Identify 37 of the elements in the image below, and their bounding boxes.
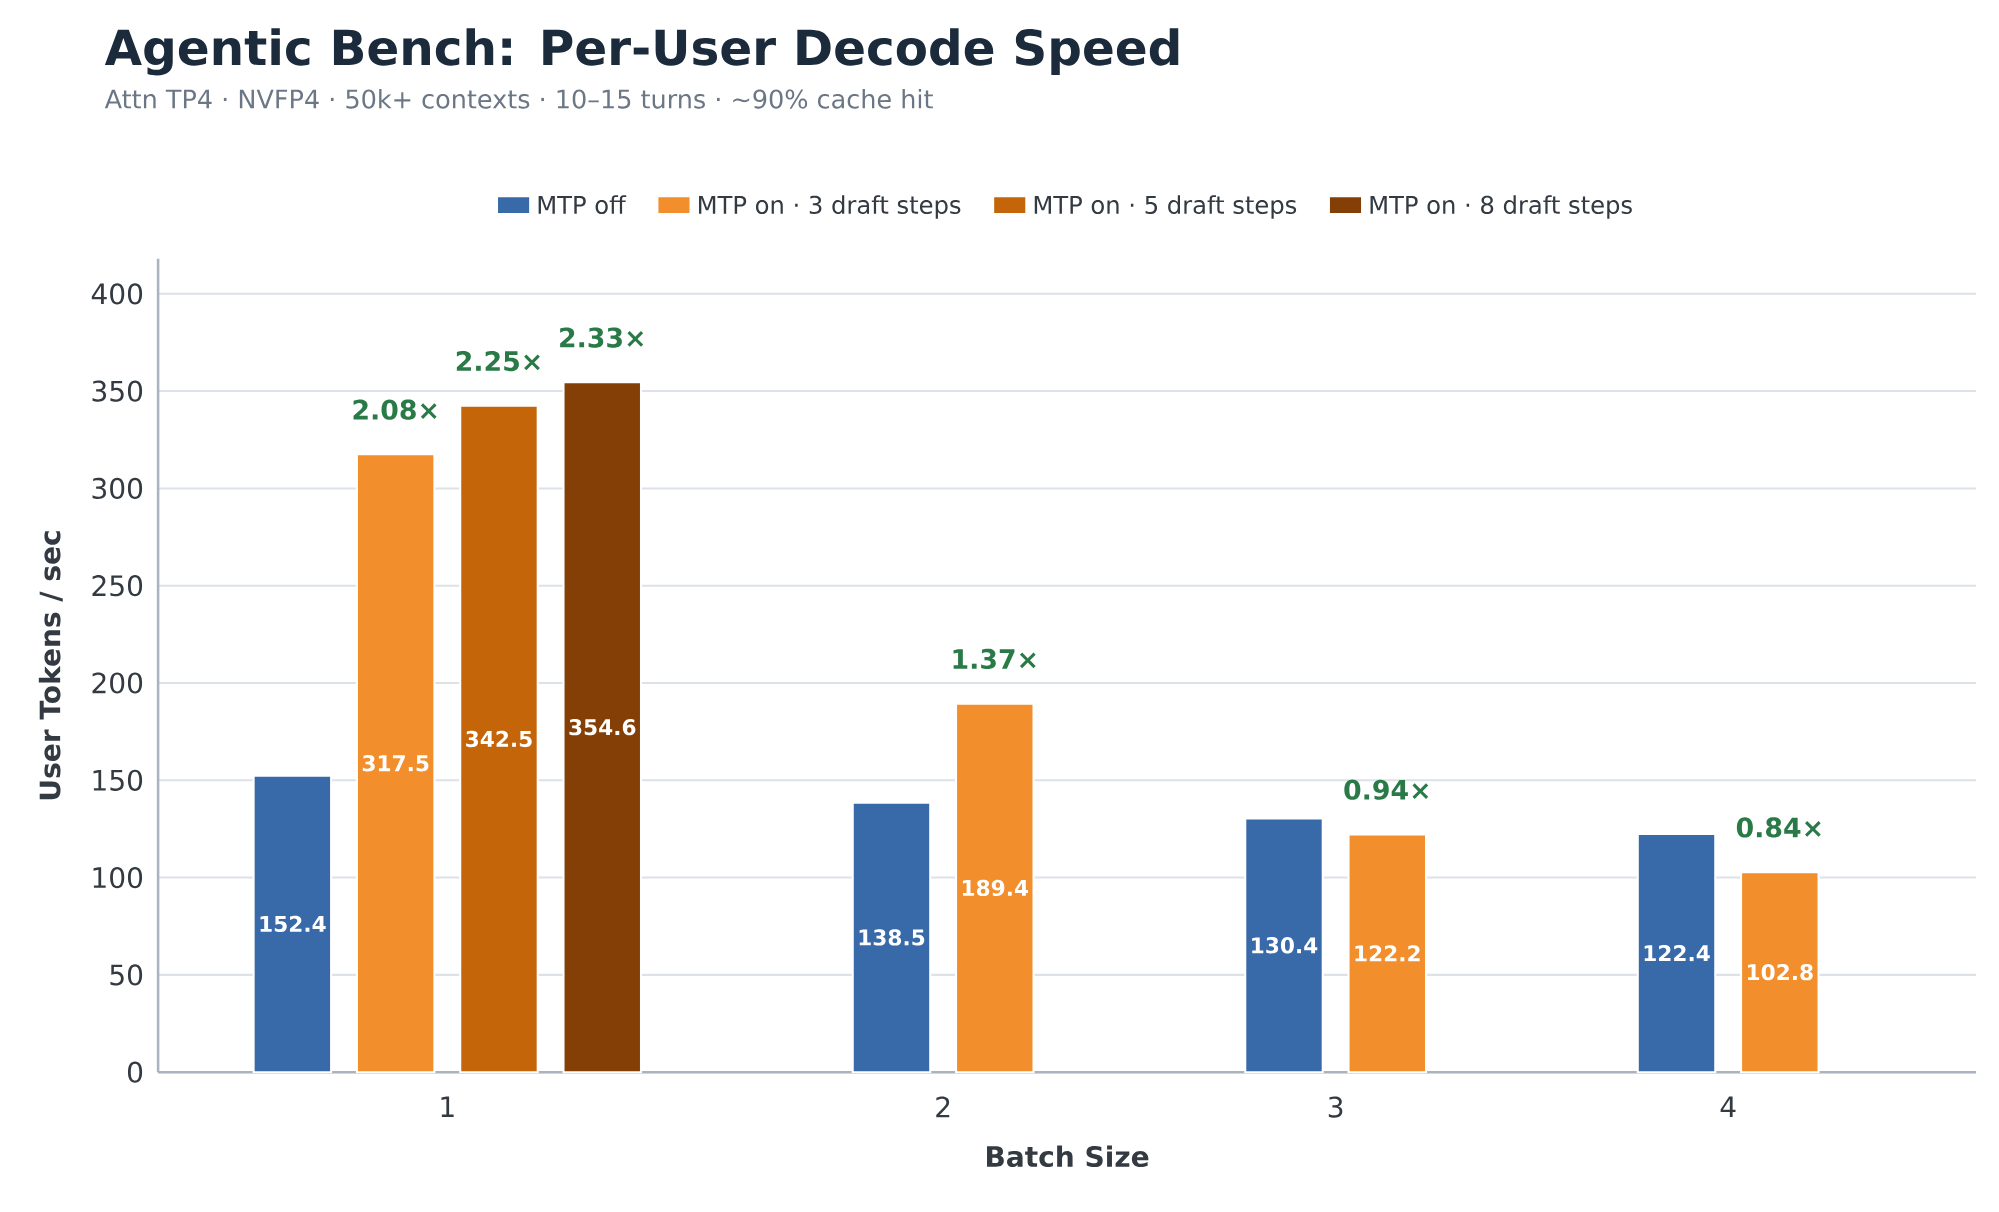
data-label: 102.8 — [1747, 963, 1813, 981]
annotation: 0.94× — [1344, 779, 1429, 800]
data-label: 138.5 — [859, 929, 925, 946]
y-tick-label: 350 — [92, 380, 143, 402]
data-label: 342.5 — [466, 730, 532, 747]
annotation: 1.37× — [953, 648, 1036, 669]
legend-label: MTP on · 8 draft steps — [1370, 195, 1632, 219]
y-tick-label: 100 — [93, 866, 143, 888]
y-tick-label: 0 — [127, 1061, 143, 1083]
x-axis-title: Batch Size — [987, 1145, 1149, 1167]
y-tick-label: 150 — [93, 769, 143, 791]
x-tick-label: 1 — [441, 1096, 454, 1117]
data-label: 130.4 — [1252, 936, 1318, 954]
data-label: 122.2 — [1355, 945, 1420, 962]
x-tick-label: 2 — [936, 1096, 950, 1118]
data-label: 152.4 — [260, 915, 326, 932]
annotation: 2.25× — [456, 350, 540, 371]
annotation: 0.84× — [1736, 817, 1821, 838]
y-tick-label: 250 — [92, 574, 143, 597]
annotation: 2.08× — [353, 399, 437, 420]
legend-label: MTP on · 5 draft steps — [1034, 195, 1297, 219]
y-tick-label: 200 — [92, 672, 143, 694]
x-tick-label: 3 — [1328, 1096, 1343, 1118]
data-label: 122.4 — [1644, 944, 1710, 961]
data-label: 189.4 — [962, 879, 1029, 896]
y-tick-label: 300 — [92, 477, 143, 499]
data-label: 317.5 — [362, 754, 429, 772]
y-tick-label: 50 — [110, 964, 143, 986]
x-tick-label: 4 — [1720, 1096, 1736, 1117]
annotation: 2.33× — [560, 327, 644, 348]
y-tick-label: 400 — [91, 283, 143, 305]
chart-subtitle: Attn TP4 · NVFP4 · 50k+ contexts · 10–15 turns · ~90% cache hit — [104, 88, 933, 109]
legend-label: MTP on · 3 draft steps — [699, 195, 961, 219]
data-label: 354.6 — [569, 718, 636, 736]
chart-title: Agentic Bench: Per-User Decode Speed — [104, 28, 1179, 76]
legend-label: MTP off — [538, 195, 627, 214]
y-axis-title: User Tokens / sec — [38, 531, 63, 799]
